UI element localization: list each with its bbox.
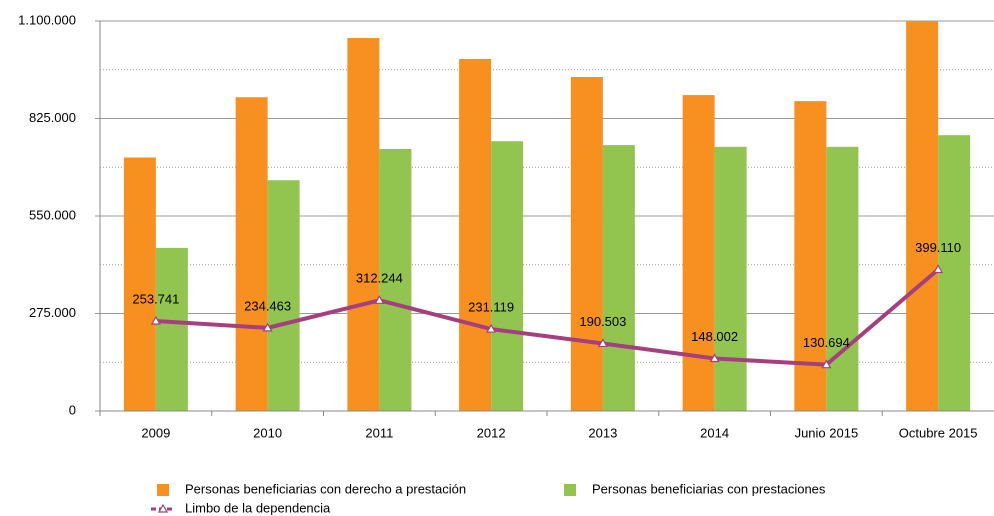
bar: [235, 97, 268, 412]
bar: [347, 38, 380, 411]
y-tick-label: 0: [69, 402, 76, 417]
line: [155, 267, 940, 367]
data-label: 253.741: [132, 291, 179, 306]
y-tick-label: 550.000: [29, 207, 76, 222]
bar: [570, 77, 603, 411]
marker: [150, 315, 161, 325]
data-label: 190.503: [579, 314, 626, 329]
marker: [374, 295, 385, 304]
marker: [821, 359, 832, 369]
bar: [714, 146, 747, 411]
legend-label: Personas beneficiarias con derecho a pre…: [185, 481, 466, 496]
x-tick-label: Octubre 2015: [899, 425, 978, 440]
bar: [682, 95, 715, 411]
bar: [379, 148, 412, 411]
x-tick-label: 2013: [588, 425, 617, 440]
bar: [938, 135, 971, 411]
y-tick-label: 275.000: [29, 305, 76, 320]
bar: [155, 247, 188, 411]
x-tick-label: 2014: [700, 425, 729, 440]
y-tick-label: 1.100.000: [18, 12, 76, 27]
legend-label: Personas beneficiarias con prestaciones: [592, 481, 826, 496]
x-tick-label: 2012: [477, 425, 506, 440]
bar: [123, 157, 156, 411]
legend-marker: [157, 503, 169, 513]
bar: [267, 180, 300, 411]
legend-swatch: [157, 484, 169, 496]
legend-label: Limbo de la dependencia: [185, 500, 331, 515]
marker: [709, 353, 720, 363]
marker: [262, 322, 273, 332]
bar: [906, 21, 939, 411]
marker: [486, 323, 497, 333]
y-tick-label: 825.000: [29, 110, 76, 125]
data-label: 130.694: [803, 335, 850, 350]
data-label: 312.244: [356, 271, 403, 286]
bar: [459, 58, 492, 411]
bar: [826, 146, 859, 411]
legend-swatch: [564, 484, 576, 496]
bar: [794, 101, 827, 412]
data-label: 399.110: [915, 240, 961, 255]
x-tick-label: Junio 2015: [795, 425, 859, 440]
marker: [933, 264, 944, 274]
data-label: 231.119: [468, 299, 514, 314]
bar: [491, 141, 524, 411]
bar: [602, 145, 635, 411]
x-tick-label: 2009: [141, 425, 170, 440]
data-label: 148.002: [691, 329, 738, 344]
marker: [597, 338, 608, 348]
data-label: 234.463: [244, 298, 291, 313]
x-tick-label: 2011: [365, 425, 393, 440]
x-tick-label: 2010: [253, 425, 282, 440]
